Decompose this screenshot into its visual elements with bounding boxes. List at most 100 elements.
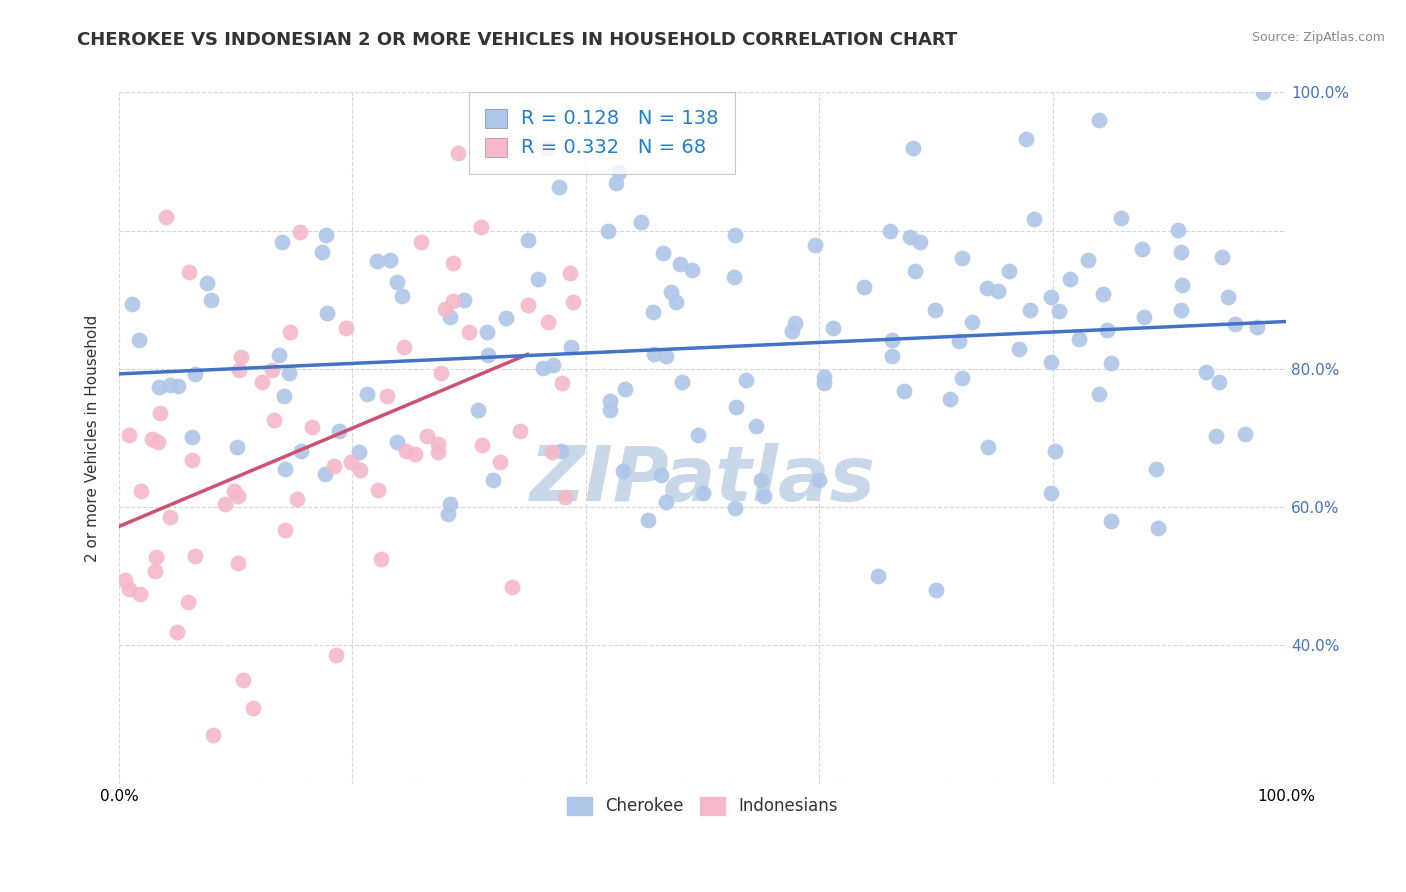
Point [267,348,290,362]
Point [904,263,927,277]
Point [924,302,946,317]
Point [434,301,457,316]
Point [385,275,408,289]
Point [879,224,901,238]
Point [605,176,627,190]
Point [669,257,692,271]
Point [495,310,517,325]
Point [650,468,672,483]
Point [285,492,308,507]
Point [783,316,806,330]
Legend: Cherokee, Indonesians: Cherokee, Indonesians [558,789,846,824]
Point [901,141,924,155]
Point [665,294,688,309]
Point [488,455,510,469]
Point [977,440,1000,454]
Point [659,285,682,299]
Point [613,382,636,396]
Point [378,252,401,267]
Point [725,400,748,414]
Point [599,393,621,408]
Point [1234,426,1257,441]
Point [562,295,585,310]
Point [477,347,499,361]
Point [391,289,413,303]
Point [148,435,170,450]
Point [467,403,489,417]
Point [166,379,188,393]
Point [998,264,1021,278]
Point [271,235,294,249]
Point [1047,303,1070,318]
Point [262,363,284,377]
Point [370,552,392,566]
Point [641,304,664,318]
Point [277,366,299,380]
Point [612,464,634,478]
Point [745,418,768,433]
Point [226,489,249,503]
Point [1132,310,1154,325]
Point [366,253,388,268]
Point [128,333,150,347]
Point [866,569,889,583]
Point [273,389,295,403]
Point [201,729,224,743]
Point [315,306,337,320]
Point [274,524,297,538]
Point [356,387,378,401]
Point [1170,245,1192,260]
Point [1024,211,1046,226]
Point [880,350,903,364]
Point [527,272,550,286]
Point [121,296,143,310]
Point [311,245,333,260]
Point [322,458,344,473]
Point [427,445,450,459]
Point [950,371,973,385]
Point [681,263,703,277]
Point [427,437,450,451]
Point [550,444,572,458]
Point [1087,387,1109,401]
Point [404,447,426,461]
Point [349,463,371,477]
Point [596,224,619,238]
Point [547,180,569,194]
Point [1018,303,1040,318]
Point [224,483,246,498]
Point [724,227,747,242]
Point [893,384,915,399]
Point [1069,332,1091,346]
Point [159,378,181,392]
Point [808,473,831,487]
Point [637,513,659,527]
Point [551,376,574,390]
Point [1039,485,1062,500]
Point [181,430,204,444]
Point [471,437,494,451]
Point [900,230,922,244]
Point [114,573,136,587]
Point [821,321,844,335]
Y-axis label: 2 or more Vehicles in Household: 2 or more Vehicles in Household [86,314,100,562]
Point [129,484,152,499]
Point [950,251,973,265]
Point [226,440,249,454]
Point [252,375,274,389]
Point [723,270,745,285]
Point [340,455,363,469]
Point [335,320,357,334]
Point [939,392,962,406]
Point [1208,376,1230,390]
Point [166,624,188,639]
Point [242,701,264,715]
Point [453,293,475,307]
Point [232,673,254,687]
Point [149,406,172,420]
Point [537,141,560,155]
Point [441,256,464,270]
Point [367,483,389,498]
Point [780,324,803,338]
Point [655,349,678,363]
